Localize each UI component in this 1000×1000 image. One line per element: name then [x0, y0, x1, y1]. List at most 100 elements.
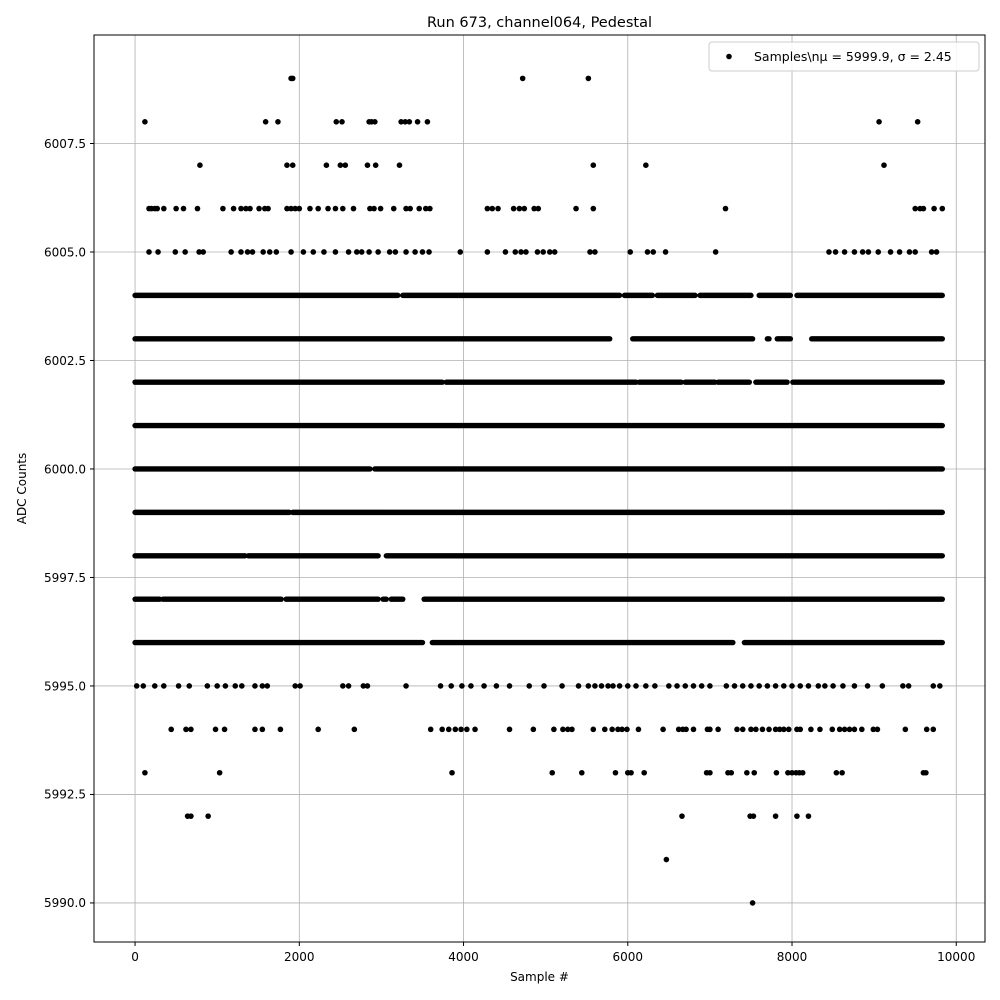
scatter-point — [619, 726, 625, 733]
scatter-point — [315, 726, 321, 733]
scatter-point — [315, 205, 321, 212]
scatter-point — [785, 769, 791, 776]
scatter-point — [332, 249, 339, 255]
scatter-point — [722, 205, 729, 212]
scatter-point — [526, 683, 533, 689]
scatter-point — [180, 205, 187, 212]
scatter-point — [264, 683, 271, 689]
scatter-point — [288, 205, 294, 212]
chart-title: Run 673, channel064, Pedestal — [427, 15, 652, 31]
scatter-point — [481, 683, 487, 689]
scatter-point — [683, 726, 689, 733]
scatter-point — [220, 205, 226, 212]
scatter-point — [390, 205, 397, 212]
x-tick-label: 2000 — [284, 950, 315, 964]
scatter-point — [375, 249, 381, 255]
scatter-point — [805, 813, 812, 819]
plot-frame — [93, 34, 986, 943]
scatter-point — [214, 683, 220, 689]
scatter-point — [679, 813, 685, 819]
scatter-point — [292, 205, 298, 212]
scatter-point — [662, 249, 669, 255]
scatter-point — [489, 205, 496, 212]
scatter-point — [587, 249, 593, 255]
scatter-point — [140, 683, 147, 689]
scatter-point — [212, 726, 219, 733]
scatter-point — [238, 205, 244, 212]
scatter-point — [403, 683, 409, 689]
scatter-point — [232, 683, 239, 689]
scatter-point — [633, 683, 639, 689]
scatter-point — [841, 726, 848, 733]
y-tick-label: 6005.0 — [44, 245, 86, 259]
scatter-point — [839, 769, 845, 776]
x-tick-label: 8000 — [777, 950, 808, 964]
scatter-point — [398, 118, 404, 125]
scatter-point — [565, 726, 571, 733]
scatter-point — [277, 726, 284, 733]
scatter-point — [262, 118, 269, 125]
x-tick-label: 0 — [131, 950, 139, 964]
y-axis-label: ADC Counts — [15, 453, 29, 525]
scatter-point — [353, 249, 360, 255]
scatter-point — [817, 726, 823, 733]
scatter-point — [628, 769, 634, 776]
scatter-point — [459, 683, 465, 689]
scatter-point — [403, 205, 409, 212]
scatter-point — [337, 162, 344, 168]
scatter-point — [690, 683, 697, 689]
scatter-point — [300, 249, 307, 255]
scatter-point — [321, 249, 327, 255]
scatter-point — [906, 249, 913, 255]
legend-label: Samples\nμ = 5999.9, σ = 2.45 — [754, 49, 952, 64]
scatter-point — [188, 726, 194, 733]
scatter-point — [406, 118, 413, 125]
scatter-point — [643, 162, 649, 168]
x-tick-label: 10000 — [937, 950, 975, 964]
scatter-point — [252, 683, 258, 689]
scatter-point — [222, 683, 229, 689]
scatter-point — [766, 726, 772, 733]
scatter-point — [859, 726, 865, 733]
scatter-point — [523, 249, 529, 255]
scatter-point — [445, 726, 452, 733]
scatter-point — [879, 683, 886, 689]
scatter-point — [412, 249, 418, 255]
scatter-point — [325, 205, 331, 212]
scatter-point — [874, 726, 881, 733]
scatter-point — [900, 683, 906, 689]
scatter-point — [707, 726, 713, 733]
scatter-point — [805, 683, 812, 689]
scatter-point — [549, 769, 556, 776]
scatter-point — [930, 683, 937, 689]
scatter-point — [660, 726, 666, 733]
scatter-point — [289, 162, 296, 168]
scatter-point — [914, 118, 921, 125]
scatter-point — [493, 683, 500, 689]
scatter-point — [133, 683, 140, 689]
scatter-point — [342, 162, 349, 168]
scatter-point — [372, 118, 378, 125]
scatter-point — [832, 249, 839, 255]
scatter-point — [339, 118, 345, 125]
scatter-point — [154, 205, 161, 212]
scatter-point — [575, 683, 582, 689]
scatter-point — [905, 683, 912, 689]
scatter-point — [923, 726, 930, 733]
scatter-point — [151, 683, 158, 689]
y-tick-label: 6000.0 — [44, 462, 86, 476]
scatter-point — [534, 249, 541, 255]
scatter-point — [750, 813, 757, 819]
scatter-point — [333, 118, 340, 125]
scatter-point — [781, 726, 787, 733]
scatter-point — [439, 726, 445, 733]
scatter-point — [244, 249, 251, 255]
scatter-point — [386, 249, 393, 255]
scatter-point — [772, 726, 779, 733]
scatter-point — [422, 205, 429, 212]
scatter-point — [484, 205, 491, 212]
scatter-point — [663, 856, 670, 863]
scatter-point — [933, 249, 940, 255]
scatter-point — [186, 683, 193, 689]
scatter-point — [560, 726, 566, 733]
